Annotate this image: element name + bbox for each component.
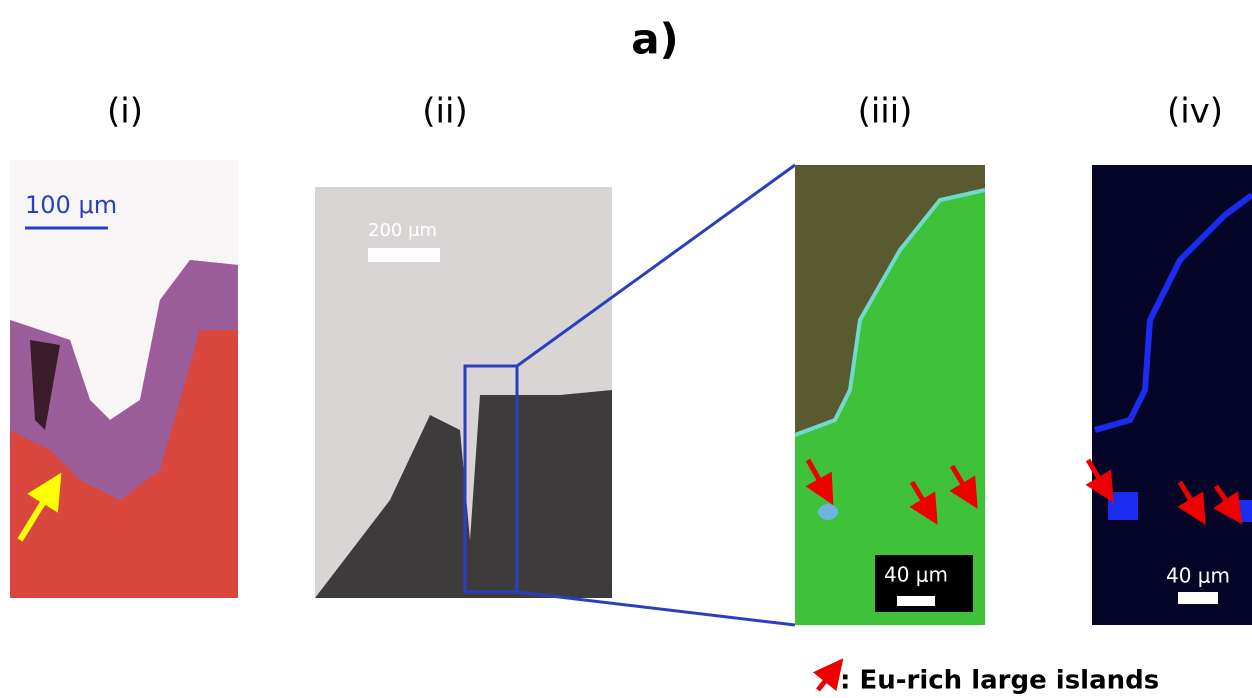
figure-label: a) <box>631 15 679 64</box>
scale-bar-label: 40 μm <box>1166 564 1230 588</box>
panel-label: (iii) <box>858 92 913 132</box>
scale-bar-label: 100 μm <box>25 191 117 219</box>
scale-bar-label: 200 μm <box>368 220 437 241</box>
legend-text: : Eu-rich large islands <box>840 666 1159 696</box>
panel-label: (ii) <box>422 92 467 132</box>
zoom-line <box>517 592 795 625</box>
panel-iv-image: 40 μm <box>1088 165 1252 625</box>
panel-ii-image: 200 μm <box>315 187 612 598</box>
figure: a) (i) (ii) (iii) (iv) 100 μm 200 μm 40 … <box>0 0 1252 698</box>
panel-iii-image: 40 μm <box>795 165 985 625</box>
panel-i-image: 100 μm <box>10 160 238 598</box>
legend-arrow <box>818 670 834 690</box>
panel-label: (i) <box>107 92 143 132</box>
scale-bar-label: 40 μm <box>884 563 948 587</box>
panel-label: (iv) <box>1167 92 1223 132</box>
